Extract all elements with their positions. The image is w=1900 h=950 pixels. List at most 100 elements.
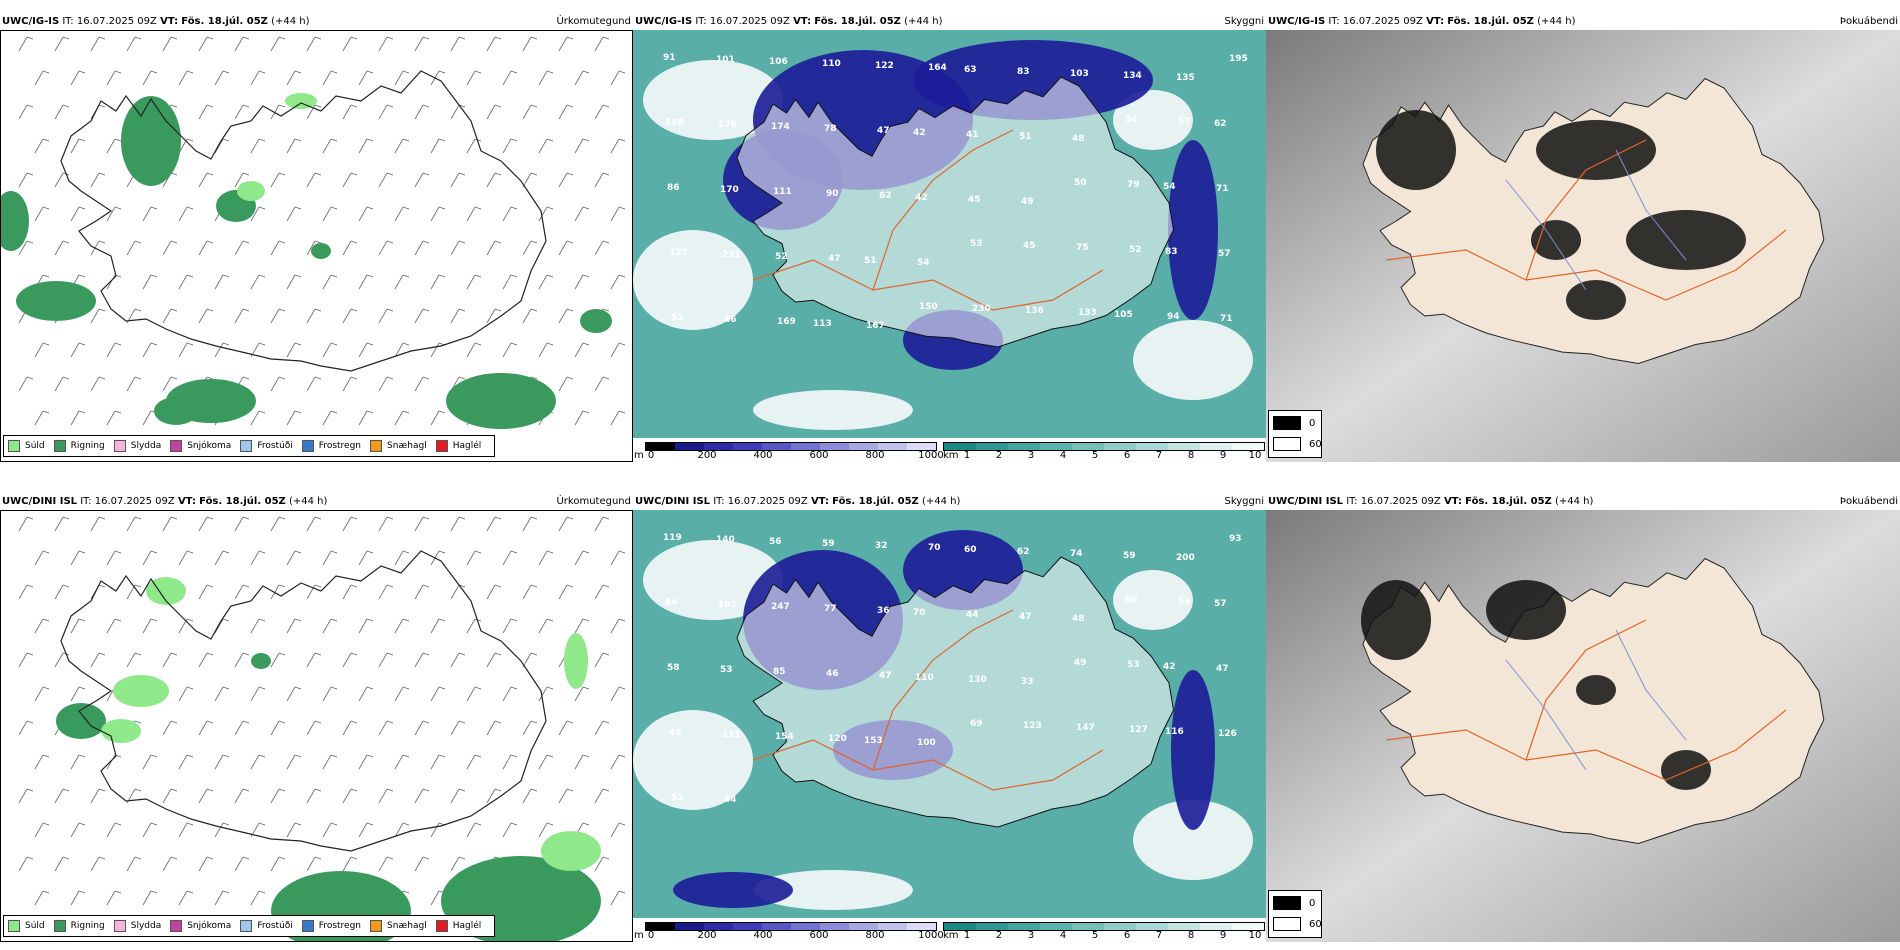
wind-barb (618, 274, 626, 278)
fog-area (1486, 580, 1566, 640)
wind-barb (546, 342, 554, 346)
wind-barb (378, 104, 388, 120)
wind-barb (106, 274, 116, 290)
wind-barb (170, 516, 178, 520)
colorbar-tick: 800 (865, 450, 885, 461)
model-name: UWC/DINI ISL (1268, 496, 1344, 507)
wind-barb (522, 652, 532, 668)
wind-barb (286, 70, 296, 86)
wind-barb (186, 618, 194, 622)
wind-barb (142, 70, 152, 86)
wind-barb (270, 172, 280, 188)
wind-barb (18, 788, 28, 804)
wind-barb (142, 618, 152, 634)
precip-map: Súld Rigning Slydda Snjókoma Frostúði Frostre… (0, 30, 633, 462)
wind-barb (178, 754, 188, 770)
wind-barb (466, 686, 476, 702)
wind-barb (486, 720, 496, 736)
wind-barb (546, 550, 554, 554)
wind-barb (186, 890, 194, 894)
wind-barb (234, 36, 244, 52)
wind-barb (486, 308, 496, 324)
ceiling-value-label: 119 (663, 533, 682, 543)
wind-barb (258, 410, 266, 414)
precip-area (251, 653, 271, 669)
wind-barb (618, 342, 626, 346)
wind-barb (170, 652, 178, 656)
wind-barb (494, 104, 502, 108)
ceiling-value-label: 56 (769, 537, 782, 547)
wind-barb (594, 104, 604, 120)
ceiling-value-label: 59 (1123, 551, 1136, 561)
ceiling-value-label: 47 (828, 254, 841, 264)
precip-legend-swatch (370, 920, 383, 932)
precip-area (564, 633, 588, 689)
visibility-colorbar-scale (943, 442, 1265, 451)
wind-barb (558, 376, 568, 392)
wind-barb (430, 618, 440, 634)
init-time: 16.07.2025 09Z (709, 16, 790, 27)
wind-barb (258, 686, 266, 690)
ceiling-value-label: 91 (663, 53, 676, 63)
wind-barb (610, 342, 620, 358)
wind-barb (414, 652, 424, 668)
precip-legend: Súld Rigning Slydda Snjókoma Frostúði Frostre… (3, 915, 496, 937)
wind-barb (610, 618, 620, 634)
wind-barb (350, 308, 358, 312)
wind-barb (150, 550, 158, 554)
low-ceiling-area (673, 872, 793, 908)
wind-barb (18, 584, 28, 600)
ceiling-value-label: 46 (826, 669, 839, 679)
wind-barb (574, 686, 584, 702)
precip-legend-label: Súld (25, 441, 45, 451)
colorbar-swatch (849, 443, 878, 450)
wind-barb (494, 516, 502, 520)
visibility-unit: km (943, 930, 959, 941)
wind-barb (466, 70, 476, 86)
wind-barb (106, 754, 116, 770)
wind-barb (294, 686, 302, 690)
wind-barb (278, 172, 286, 176)
wind-barb (602, 584, 610, 588)
ceiling-value-label: 44 (724, 795, 737, 805)
wind-barb (394, 754, 404, 770)
wind-barb (538, 754, 548, 770)
wind-barb (34, 686, 44, 702)
wind-barb (386, 788, 394, 792)
wind-barb (62, 36, 70, 40)
clear-area (753, 870, 913, 910)
cloud-panel-1: UWC/DINI ISL IT: 16.07.2025 09Z VT: Fös.… (1266, 494, 1900, 942)
ceiling-value-label: 62 (1214, 119, 1227, 129)
colorbar-swatch (944, 923, 976, 930)
wind-barb (322, 206, 332, 222)
wind-barb (574, 138, 584, 154)
wind-barb (178, 342, 188, 358)
wind-barb (162, 36, 172, 52)
wind-barb (278, 36, 286, 40)
cloud-legend-item: 60 (1273, 917, 1322, 931)
wind-barb (306, 652, 316, 668)
ceiling-value-label: 116 (1165, 727, 1184, 737)
wind-barb (186, 342, 194, 346)
wind-barb (314, 376, 322, 380)
wind-barb (98, 652, 106, 656)
fog-area (1661, 750, 1711, 790)
panel-title: Þokuábendi (1839, 496, 1898, 507)
wind-barb (214, 550, 224, 566)
precip-area (16, 281, 96, 321)
precip-area (121, 96, 181, 186)
wind-barb (98, 308, 106, 312)
wind-barb (350, 240, 358, 244)
visibility-unit: km (943, 450, 959, 461)
wind-barb (294, 754, 302, 758)
ceiling-value-label: 111 (773, 187, 792, 197)
wind-barb (530, 584, 538, 588)
wind-barb (582, 754, 590, 758)
wind-barb (294, 138, 302, 142)
wind-barb (594, 584, 604, 600)
ceiling-value-label: 327 (669, 248, 688, 258)
precip-legend-swatch (53, 920, 66, 932)
precip-legend-item: Rigning (53, 920, 105, 932)
low-ceiling-area (1171, 670, 1215, 830)
wind-barb (386, 308, 394, 312)
